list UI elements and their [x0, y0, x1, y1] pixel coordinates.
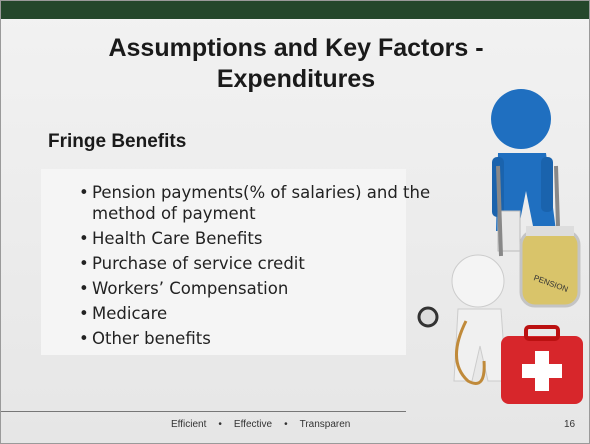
section-heading: Fringe Benefits: [48, 131, 186, 153]
white-figure: [419, 255, 506, 384]
pension-jar: PENSION: [521, 226, 579, 306]
footer-separator: [206, 419, 234, 430]
top-bar: [1, 1, 589, 19]
slide: Assumptions and Key Factors - Expenditur…: [0, 0, 590, 444]
footer-item: Efficient: [171, 419, 206, 430]
footer-item: Transparen: [300, 419, 351, 430]
footer: Efficient Effective Transparen: [171, 419, 350, 430]
footer-item: Effective: [234, 419, 272, 430]
footer-rule: [1, 411, 406, 412]
footer-separator: [272, 419, 300, 430]
first-aid-kit: [501, 327, 583, 404]
title-line: Assumptions and Key Factors -: [61, 33, 531, 64]
illustration: PENSION: [406, 81, 589, 411]
page-number: 16: [564, 419, 575, 430]
